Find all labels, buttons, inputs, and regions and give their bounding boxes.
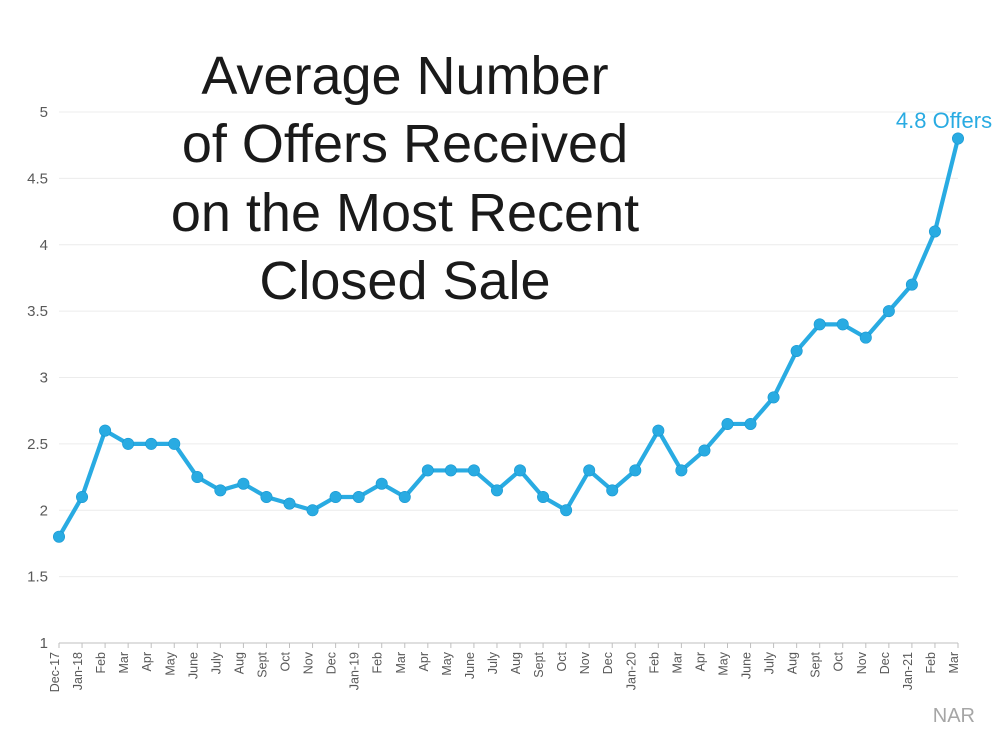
svg-text:July: July [209,651,223,674]
svg-text:Jan-18: Jan-18 [71,652,85,690]
svg-text:Nov: Nov [302,651,316,674]
svg-text:June: June [740,652,754,679]
svg-text:Aug: Aug [786,652,800,674]
svg-text:July: July [486,651,500,674]
svg-text:Feb: Feb [371,652,385,674]
svg-text:June: June [186,652,200,679]
svg-text:Oct: Oct [279,651,293,671]
svg-text:1: 1 [40,635,48,652]
svg-text:Sept: Sept [532,651,546,677]
svg-text:Dec: Dec [601,652,615,674]
svg-text:2.5: 2.5 [27,436,48,453]
svg-text:May: May [440,651,454,675]
svg-text:Oct: Oct [832,651,846,671]
svg-text:Sept: Sept [255,651,269,677]
svg-text:Dec-17: Dec-17 [48,652,62,692]
svg-text:May: May [163,651,177,675]
svg-text:Apr: Apr [417,652,431,671]
svg-text:June: June [463,652,477,679]
svg-text:Jan-19: Jan-19 [348,652,362,690]
svg-text:Apr: Apr [693,652,707,671]
svg-text:Dec: Dec [325,652,339,674]
svg-text:NAR: NAR [933,705,975,727]
svg-text:Mar: Mar [947,652,961,674]
svg-text:Jan-20: Jan-20 [624,652,638,690]
svg-text:Feb: Feb [647,652,661,674]
svg-text:3: 3 [40,370,48,387]
svg-text:Dec: Dec [878,652,892,674]
svg-text:Feb: Feb [94,652,108,674]
svg-text:Apr: Apr [140,652,154,671]
svg-text:2: 2 [40,502,48,519]
svg-text:Aug: Aug [509,652,523,674]
svg-text:1.5: 1.5 [27,569,48,586]
svg-text:Feb: Feb [924,652,938,674]
svg-text:Jan-21: Jan-21 [901,652,915,690]
svg-text:July: July [763,651,777,674]
svg-text:4.8 Offers: 4.8 Offers [896,108,992,133]
svg-text:Sept: Sept [809,651,823,677]
svg-text:Mar: Mar [117,652,131,674]
svg-text:Nov: Nov [855,651,869,674]
svg-text:May: May [716,651,730,675]
svg-text:Mar: Mar [394,652,408,674]
svg-text:Nov: Nov [578,651,592,674]
svg-text:Mar: Mar [670,652,684,674]
svg-text:Oct: Oct [555,651,569,671]
svg-text:Aug: Aug [232,652,246,674]
